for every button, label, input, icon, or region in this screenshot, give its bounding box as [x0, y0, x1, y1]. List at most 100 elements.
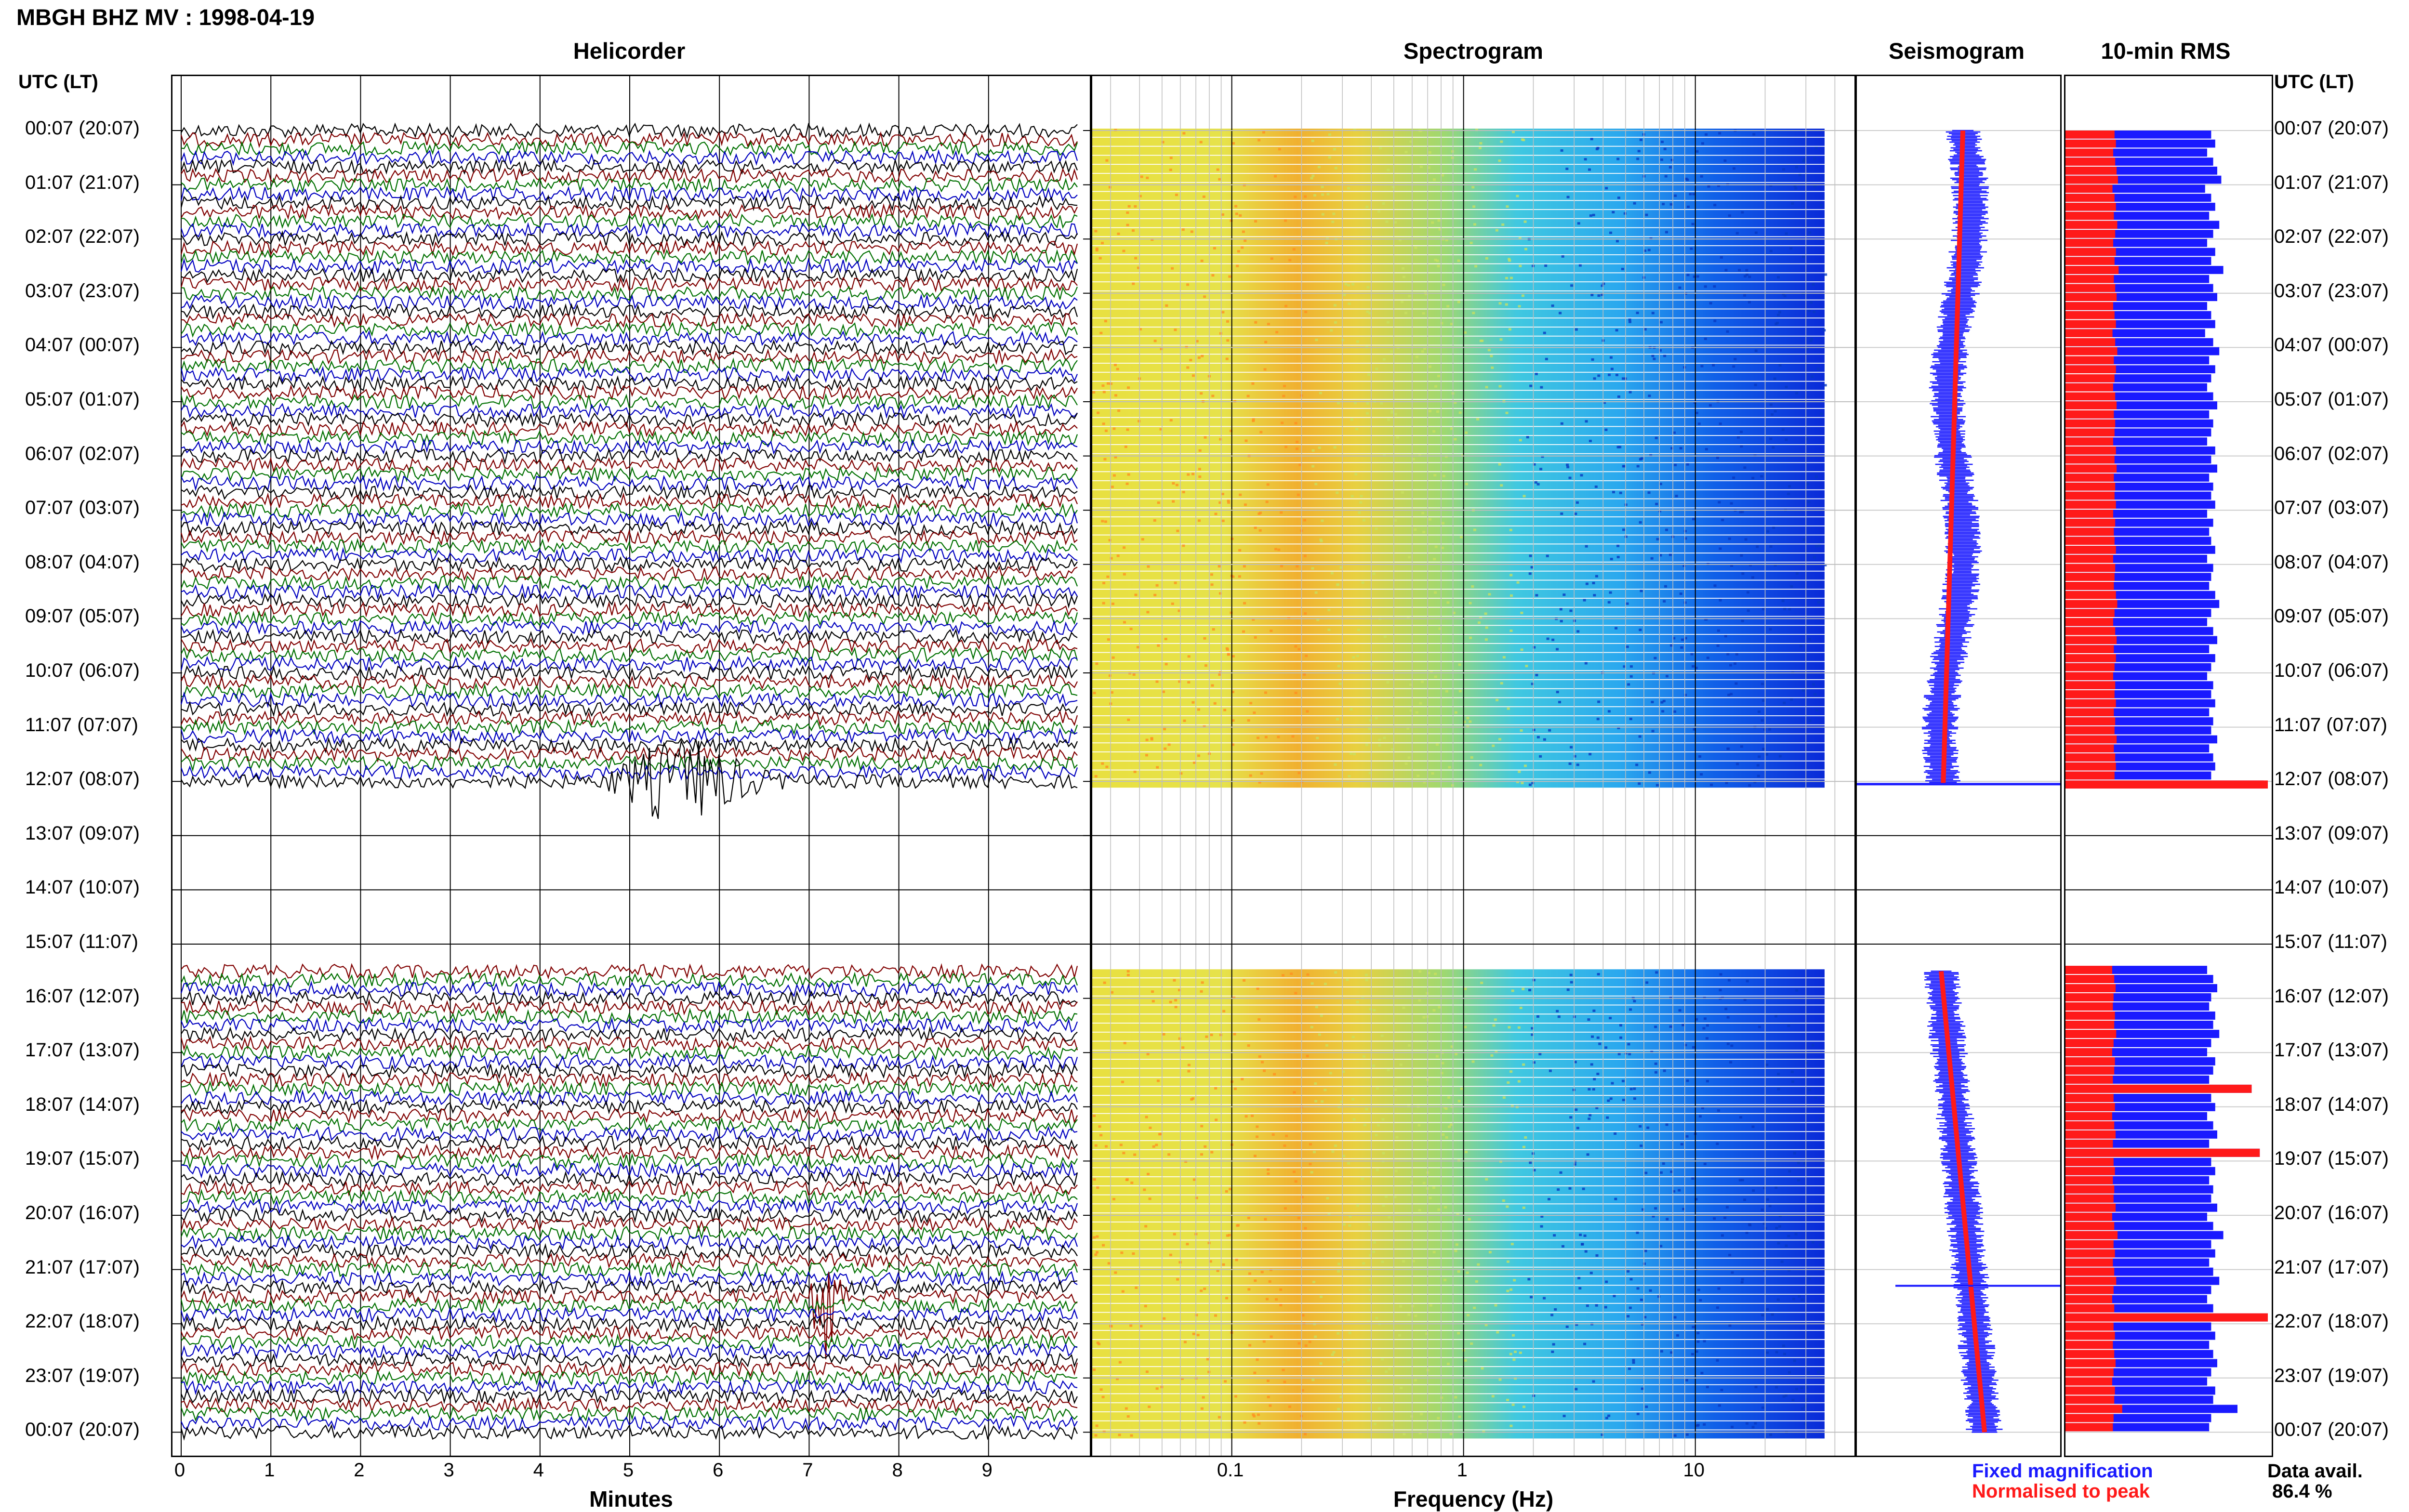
spectrogram-speckle	[1420, 1413, 1423, 1416]
spectrogram-speckle	[1551, 1350, 1554, 1353]
spectrogram-speckle	[1264, 691, 1267, 694]
spectrogram-speckle	[1741, 1179, 1744, 1182]
spectrogram-speckle	[1697, 1288, 1700, 1291]
spectrogram-speckle	[1264, 1218, 1267, 1221]
spectrogram-speckle	[1218, 501, 1222, 504]
helicorder-trace	[180, 1272, 1078, 1359]
spectrogram-speckle	[1339, 1395, 1343, 1398]
spectrogram-speckle	[1192, 1332, 1195, 1335]
spectrogram-speckle	[1456, 1213, 1459, 1216]
rms-normalised-bar	[2065, 744, 2114, 753]
left-time-label: 18:07 (14:07)	[25, 1093, 140, 1115]
spectrogram-speckle	[1532, 979, 1535, 982]
spectrogram-speckle	[1529, 1161, 1532, 1164]
spectrogram-speckle	[1365, 205, 1369, 208]
spectrogram-speckle	[1191, 473, 1194, 475]
spectrogram-speckle	[1703, 1162, 1707, 1165]
spectrogram-speckle	[1484, 1324, 1488, 1327]
helicorder-trace	[180, 149, 1078, 166]
spectrogram-speckle	[1450, 427, 1454, 430]
spectrogram-speckle	[1410, 1181, 1414, 1184]
spectrogram-speckle	[1144, 1305, 1147, 1308]
spectrogram-speckle	[1751, 476, 1755, 479]
spectrogram-speckle	[1760, 475, 1763, 478]
spectrogram-row	[1092, 1376, 1825, 1384]
spectrogram-row	[1092, 725, 1825, 734]
spectrogram-speckle	[1712, 364, 1715, 367]
spectrogram-speckle	[1203, 295, 1206, 298]
spectrogram-speckle	[1101, 762, 1104, 765]
spectrogram-speckle	[1292, 1170, 1296, 1173]
rms-normalised-bar	[2065, 329, 2113, 338]
spectrogram-speckle	[1778, 311, 1781, 314]
spectrogram-speckle	[1673, 710, 1677, 713]
spectrogram-speckle	[1275, 1298, 1278, 1301]
right-axis-label: UTC (LT)	[2274, 71, 2354, 92]
spectrogram-speckle	[1577, 1276, 1581, 1279]
spectrogram-speckle	[1758, 710, 1761, 713]
spectrogram-speckle	[1787, 1371, 1791, 1374]
spectrogram-speckle	[1654, 657, 1657, 659]
spectrogram-speckle	[1400, 1386, 1403, 1389]
spectrogram-speckle	[1269, 1404, 1272, 1407]
spectrogram-speckle	[1730, 564, 1734, 567]
spectrogram-speckle	[1195, 1196, 1198, 1199]
spectrogram-speckle	[1145, 738, 1149, 741]
spectrogram-speckle	[1676, 1334, 1679, 1337]
spectrogram-speckle	[1239, 214, 1242, 217]
spectrogram-x-tick: 1	[1456, 1459, 1468, 1481]
right-time-label: 06:07 (02:07)	[2274, 443, 2389, 464]
spectrogram-speckle	[1731, 1425, 1734, 1428]
spectrogram-speckle	[1570, 981, 1573, 984]
spectrogram-speckle	[1492, 744, 1495, 747]
spectrogram-row	[1092, 1222, 1825, 1231]
spectrogram-speckle	[1145, 754, 1149, 757]
right-time-label: 11:07 (07:07)	[2274, 714, 2387, 736]
spectrogram-speckle	[1645, 981, 1649, 984]
spectrogram-speckle	[1597, 294, 1601, 297]
spectrogram-speckle	[1383, 635, 1387, 638]
rms-normalised-bar	[2065, 1176, 2113, 1184]
spectrogram-speckle	[1347, 1358, 1350, 1361]
spectrogram-speckle	[1732, 476, 1735, 479]
spectrogram-speckle	[1641, 1208, 1645, 1211]
spectrogram-speckle	[1270, 257, 1273, 260]
spectrogram-speckle	[1593, 377, 1596, 380]
helicorder-trace	[181, 1026, 1078, 1043]
spectrogram-speckle	[1635, 763, 1639, 766]
spectrogram-speckle	[1180, 1377, 1184, 1380]
spectrogram-speckle	[1557, 1015, 1561, 1018]
spectrogram-speckle	[1725, 1206, 1729, 1209]
spectrogram-speckle	[1095, 1424, 1099, 1427]
spectrogram-speckle	[1664, 585, 1668, 588]
rms-normalised-bar	[2065, 1212, 2112, 1221]
spectrogram-speckle	[1610, 558, 1613, 561]
spectrogram-speckle	[1351, 1036, 1355, 1039]
spectrogram-speckle	[1748, 784, 1751, 787]
spectrogram-speckle	[1441, 546, 1444, 549]
spectrogram-speckle	[1626, 645, 1629, 648]
spectrogram-speckle	[1352, 656, 1355, 659]
spectrogram-speckle	[1102, 422, 1105, 425]
spectrogram-speckle	[1108, 186, 1112, 189]
spectrogram-speckle	[1434, 591, 1437, 594]
spectrogram-speckle	[1737, 436, 1740, 439]
spectrogram-speckle	[1516, 581, 1520, 584]
spectrogram-speckle	[1095, 247, 1099, 250]
helicorder-trace	[181, 447, 1078, 465]
spectrogram-speckle	[1182, 491, 1185, 494]
spectrogram-speckle	[1536, 1015, 1540, 1018]
spectrogram-speckle	[1101, 1395, 1105, 1398]
spectrogram-speckle	[1423, 347, 1427, 350]
spectrogram-speckle	[1102, 602, 1105, 605]
spectrogram-speckle	[1673, 431, 1676, 434]
spectrogram-speckle	[1529, 384, 1533, 387]
spectrogram-speckle	[1324, 983, 1327, 986]
spectrogram-speckle	[1706, 1024, 1709, 1027]
spectrogram-speckle	[1414, 1379, 1417, 1381]
spectrogram-speckle	[1116, 368, 1119, 370]
spectrogram-speckle	[1153, 340, 1157, 342]
spectrogram-speckle	[1729, 1061, 1733, 1064]
spectrogram-speckle	[1138, 195, 1142, 197]
spectrogram-speckle	[1342, 1361, 1345, 1364]
